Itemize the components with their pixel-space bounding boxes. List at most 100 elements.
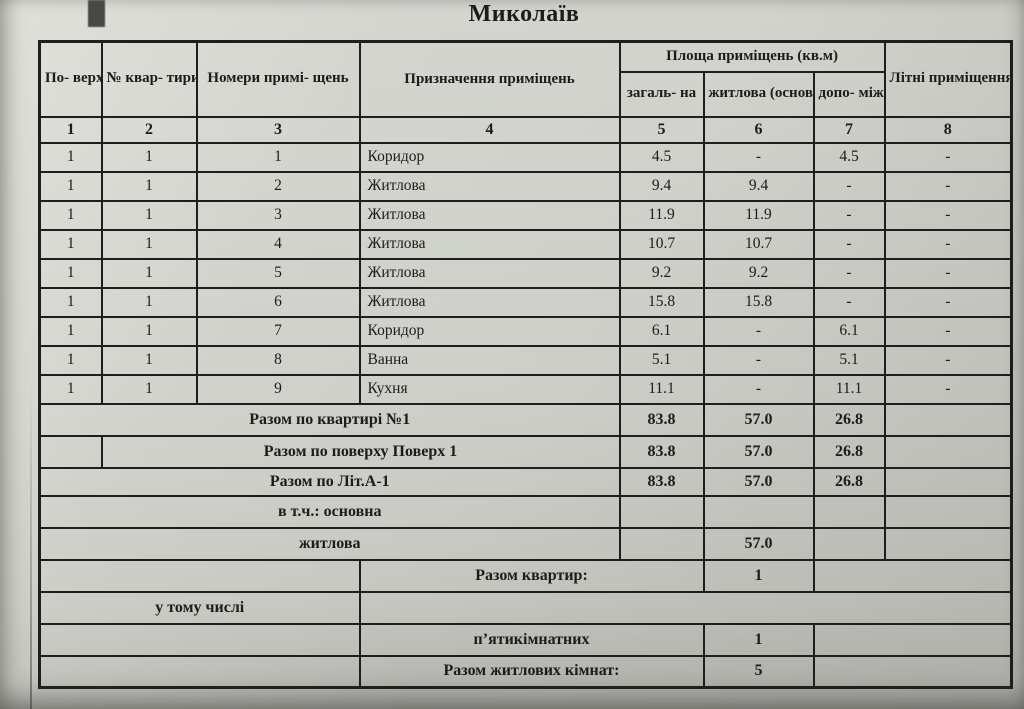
summary-aux: 26.8	[812, 402, 886, 437]
cell-num: 6	[195, 286, 361, 318]
summary-aux: 26.8	[812, 466, 886, 497]
summary-living: 57.0	[702, 402, 815, 437]
summary-row-including: у тому числі	[38, 590, 1013, 625]
header-summer-premises: Літні приміщення, площадки	[883, 40, 1013, 118]
empty-cell	[883, 494, 1013, 529]
cell-summer: -	[883, 228, 1013, 260]
summary-value: 1	[702, 622, 815, 657]
cell-summer: -	[883, 286, 1013, 318]
summary-row-incl-main: в т.ч.: основна	[38, 494, 1013, 529]
empty-cell	[358, 590, 1013, 625]
cell-apt: 1	[100, 228, 198, 260]
cell-aux: 5.1	[812, 344, 886, 376]
summary-label: у тому числі	[38, 590, 361, 625]
table-row: 1 1 9 Кухня 11.1-11.1-	[38, 373, 1013, 405]
empty-cell	[702, 494, 815, 529]
summary-total: 83.8	[618, 466, 705, 497]
cell-num: 8	[195, 344, 361, 376]
cell-floor: 1	[38, 199, 103, 231]
summary-row-apartment: Разом по квартирі №1 83.8 57.0 26.8	[38, 402, 1013, 437]
cell-apt: 1	[100, 315, 198, 347]
cell-living: 9.4	[702, 170, 815, 202]
summary-row-letter: Разом по Літ.А-1 83.8 57.0 26.8	[38, 466, 1013, 497]
cell-apt: 1	[100, 257, 198, 289]
summary-label: в т.ч.: основна	[38, 494, 621, 529]
cell-num: 1	[195, 141, 361, 173]
empty-cell	[38, 558, 361, 593]
summary-label: Разом квартир:	[358, 558, 705, 593]
cell-floor: 1	[38, 228, 103, 260]
cell-summer: -	[883, 315, 1013, 347]
cell-purpose: Житлова	[358, 228, 621, 260]
cell-purpose: Коридор	[358, 315, 621, 347]
summary-living: 57.0	[702, 434, 815, 469]
summary-label: п’ятикімнатних	[358, 622, 705, 657]
cell-floor: 1	[38, 141, 103, 173]
cell-total: 11.9	[618, 199, 705, 231]
cell-aux: -	[812, 228, 886, 260]
column-number: 4	[358, 115, 621, 144]
cell-living: -	[702, 141, 815, 173]
cell-num: 4	[195, 228, 361, 260]
summary-row-living-rooms-total: Разом житлових кімнат: 5	[38, 654, 1013, 689]
cell-aux: -	[812, 199, 886, 231]
table-row: 1 1 6 Житлова 15.8 15.8- -	[38, 286, 1013, 318]
table-row: 1 1 1 Коридор 4.5-4.5-	[38, 141, 1013, 173]
cell-total: 11.1	[618, 373, 705, 405]
summary-row-five-room: п’ятикімнатних 1	[38, 622, 1013, 657]
cell-summer: -	[883, 344, 1013, 376]
cell-purpose: Житлова	[358, 199, 621, 231]
empty-cell	[618, 526, 705, 561]
cell-purpose: Житлова	[358, 257, 621, 289]
header-area-group: Площа приміщень (кв.м)	[618, 40, 886, 73]
data-rows: 1 1 1 Коридор 4.5-4.5-1 1 2 Житлова 9.4 9.4- -1 1 3 Ж…	[38, 141, 1013, 405]
summary-summer-empty	[883, 466, 1013, 497]
summary-label: Разом по поверху Поверх 1	[100, 434, 621, 469]
cell-living: -	[702, 344, 815, 376]
cell-summer: -	[883, 170, 1013, 202]
empty-cell	[812, 654, 1013, 689]
summary-summer-empty	[883, 434, 1013, 469]
summary-total: 83.8	[618, 402, 705, 437]
header-room-numbers: Номери примі- щень	[195, 40, 361, 118]
cell-aux: 6.1	[812, 315, 886, 347]
cell-total: 10.7	[618, 228, 705, 260]
cell-living: -	[702, 315, 815, 347]
cell-total: 6.1	[618, 315, 705, 347]
cell-floor: 1	[38, 373, 103, 405]
summary-row-floor: Разом по поверху Поверх 1 83.8 57.0 26.8	[38, 434, 1013, 469]
empty-cell	[38, 434, 103, 469]
table-row: 1 1 8 Ванна 5.1-5.1-	[38, 344, 1013, 376]
summary-summer-empty	[883, 402, 1013, 437]
cell-num: 5	[195, 257, 361, 289]
cell-apt: 1	[100, 199, 198, 231]
cell-living: 9.2	[702, 257, 815, 289]
page-title: Миколаїв	[468, 1, 580, 27]
cell-apt: 1	[100, 141, 198, 173]
cell-num: 7	[195, 315, 361, 347]
cell-total: 5.1	[618, 344, 705, 376]
cell-summer: -	[883, 141, 1013, 173]
summary-row-incl-living: житлова 57.0	[38, 526, 1013, 561]
cell-apt: 1	[100, 170, 198, 202]
cell-total: 9.2	[618, 257, 705, 289]
cell-aux: -	[812, 257, 886, 289]
cell-apt: 1	[100, 373, 198, 405]
cell-purpose: Кухня	[358, 373, 621, 405]
summary-row-apartments-total: Разом квартир: 1	[38, 558, 1013, 593]
table-row: 1 1 7 Коридор 6.1-6.1-	[38, 315, 1013, 347]
column-number: 6	[702, 115, 815, 144]
header-apartment-number: № квар- тири	[100, 40, 198, 118]
paper-fold-edge	[30, 380, 32, 709]
empty-cell	[618, 494, 705, 529]
empty-cell	[812, 622, 1013, 657]
table-row: 1 1 3 Житлова 11.9 11.9- -	[38, 199, 1013, 231]
cell-purpose: Коридор	[358, 141, 621, 173]
cell-floor: 1	[38, 257, 103, 289]
summary-living: 57.0	[702, 526, 815, 561]
column-number: 7	[812, 115, 886, 144]
empty-cell	[812, 526, 886, 561]
header-area-aux: допо- міжна	[812, 70, 886, 118]
cell-living: 10.7	[702, 228, 815, 260]
cell-aux: 11.1	[812, 373, 886, 405]
